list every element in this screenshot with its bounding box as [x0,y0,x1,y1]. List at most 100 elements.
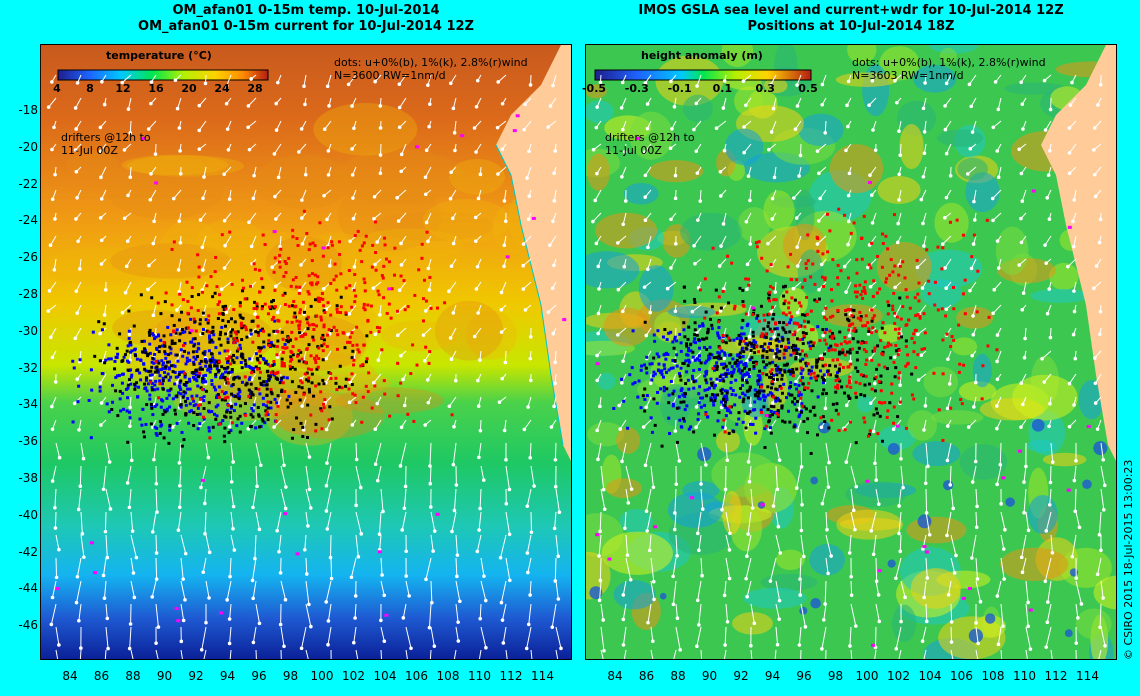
current-arrow-head [277,549,281,554]
current-arrow-head [173,78,178,83]
drifter-dot [791,333,795,337]
drifter-dot [768,284,772,288]
drifter-dot [776,367,780,371]
current-arrow [280,649,282,659]
drifter-dot [110,407,114,411]
current-arrow-head [126,107,131,111]
current-arrow-head [225,598,229,602]
drifter-dot [313,244,317,248]
drifter-dot [157,334,161,338]
drifter-dot [763,318,767,322]
current-arrow [1075,603,1079,619]
drifter-dot [707,354,711,358]
drifter-dot [795,337,799,341]
current-arrow-head [1095,572,1100,577]
drifter-dot [317,346,321,350]
drifter-dot [865,358,869,362]
current-arrow-head [449,170,453,175]
current-arrow-head [700,507,705,511]
drifter-dot [235,356,239,360]
drifter-dot [261,396,265,400]
low-anomaly-spot [1064,629,1073,638]
current-arrow-head [821,311,826,316]
drifter-dot [660,444,664,448]
drifter-dot [738,286,742,290]
current-arrow-head [447,289,451,294]
drifter-dot [848,396,852,400]
drifter-dot [385,311,389,315]
drifter-dot [739,360,743,364]
current-arrow-head [351,640,356,645]
drifter-dot [713,394,717,398]
drifter-dot [190,286,194,290]
drifter-dot [278,381,282,385]
drifter-dot [726,407,730,411]
drifter-dot [139,358,143,362]
current-arrow [696,74,702,87]
drifter-dot [780,391,784,395]
drifter-dot [708,352,712,356]
drifter-dot [226,357,230,361]
drifter-dot [963,278,967,282]
drifter-dot [622,399,626,403]
current-arrow [698,534,702,551]
current-arrow-head [227,424,232,429]
drifter-dot [153,370,157,374]
current-arrow [105,488,111,510]
drifter-dot [150,365,154,369]
current-arrow-head [995,239,1000,243]
drifter-dot [238,346,242,350]
drifter-dot [364,234,368,238]
drifter-dot [150,296,154,300]
current-arrow-head [552,199,557,203]
current-arrow-head [399,353,403,358]
current-arrow-head [356,554,361,559]
current-arrow [599,557,602,581]
drifter-dot [118,389,122,393]
drifter-dot [888,401,892,405]
current-arrow [725,442,728,461]
drifter-dot [205,284,209,288]
drifter-dot [725,398,729,402]
drifter-dot [321,349,325,353]
drifter-dot [177,373,181,377]
drifter-dot [648,362,652,366]
temperature-eddy [186,229,322,272]
drifter-dot [255,302,259,306]
drifter-dot [693,300,697,304]
current-arrow-head [499,290,504,295]
drifter-dot [706,331,710,335]
current-arrow-head [50,479,55,483]
drifter-dot [128,416,132,420]
drifter-dot [846,276,850,280]
magenta-marker [562,318,567,322]
drifter-dot [744,362,748,366]
current-arrow [448,281,457,292]
drifter-dot [743,393,747,397]
current-arrow-head [920,639,925,644]
drifter-dot [836,309,840,313]
drifter-dot [263,243,267,247]
current-arrow [622,212,627,225]
drifter-dot [769,386,773,390]
drifter-dot [775,388,779,392]
right-title-line2: Positions at 10-Jul-2014 18Z [747,19,955,34]
drifter-dot [684,359,688,363]
drifter-dots [641,284,914,455]
drifter-dot [876,254,880,258]
drifter-dot [770,380,774,384]
current-arrow-head [794,216,799,220]
drifter-dot [771,395,775,399]
drifter-dot [774,321,778,325]
current-arrow-head [204,620,208,625]
current-arrow-head [616,241,620,245]
current-arrow-head [452,424,456,429]
sea-level-eddy [1049,262,1079,291]
current-arrow-head [504,457,508,462]
current-arrow [127,465,132,483]
current-arrow-head [57,547,61,552]
drifter-dot [329,372,333,376]
drifter-dot [409,372,413,376]
drifter-dot [377,330,381,334]
current-arrow-head [521,263,525,268]
